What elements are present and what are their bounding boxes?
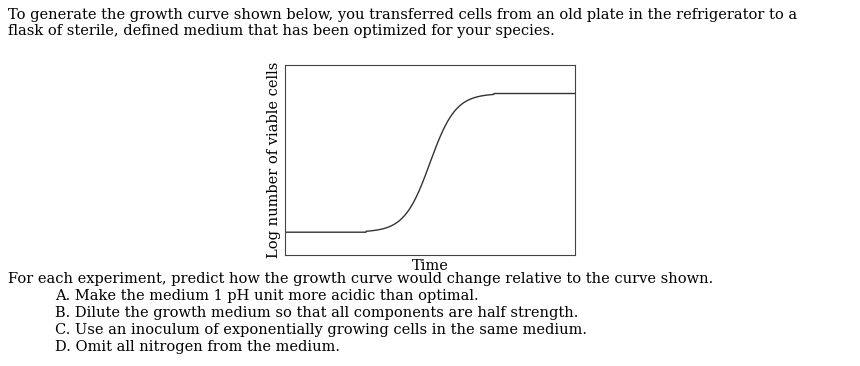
Text: C. Use an inoculum of exponentially growing cells in the same medium.: C. Use an inoculum of exponentially grow…	[55, 323, 587, 337]
Text: For each experiment, predict how the growth curve would change relative to the c: For each experiment, predict how the gro…	[8, 272, 713, 286]
Text: D. Omit all nitrogen from the medium.: D. Omit all nitrogen from the medium.	[55, 340, 340, 354]
X-axis label: Time: Time	[412, 259, 448, 273]
Text: flask of sterile, defined medium that has been optimized for your species.: flask of sterile, defined medium that ha…	[8, 24, 555, 38]
Text: A. Make the medium 1 pH unit more acidic than optimal.: A. Make the medium 1 pH unit more acidic…	[55, 289, 479, 303]
Y-axis label: Log number of viable cells: Log number of viable cells	[267, 62, 281, 258]
Text: B. Dilute the growth medium so that all components are half strength.: B. Dilute the growth medium so that all …	[55, 306, 579, 320]
Text: To generate the growth curve shown below, you transferred cells from an old plat: To generate the growth curve shown below…	[8, 8, 797, 22]
